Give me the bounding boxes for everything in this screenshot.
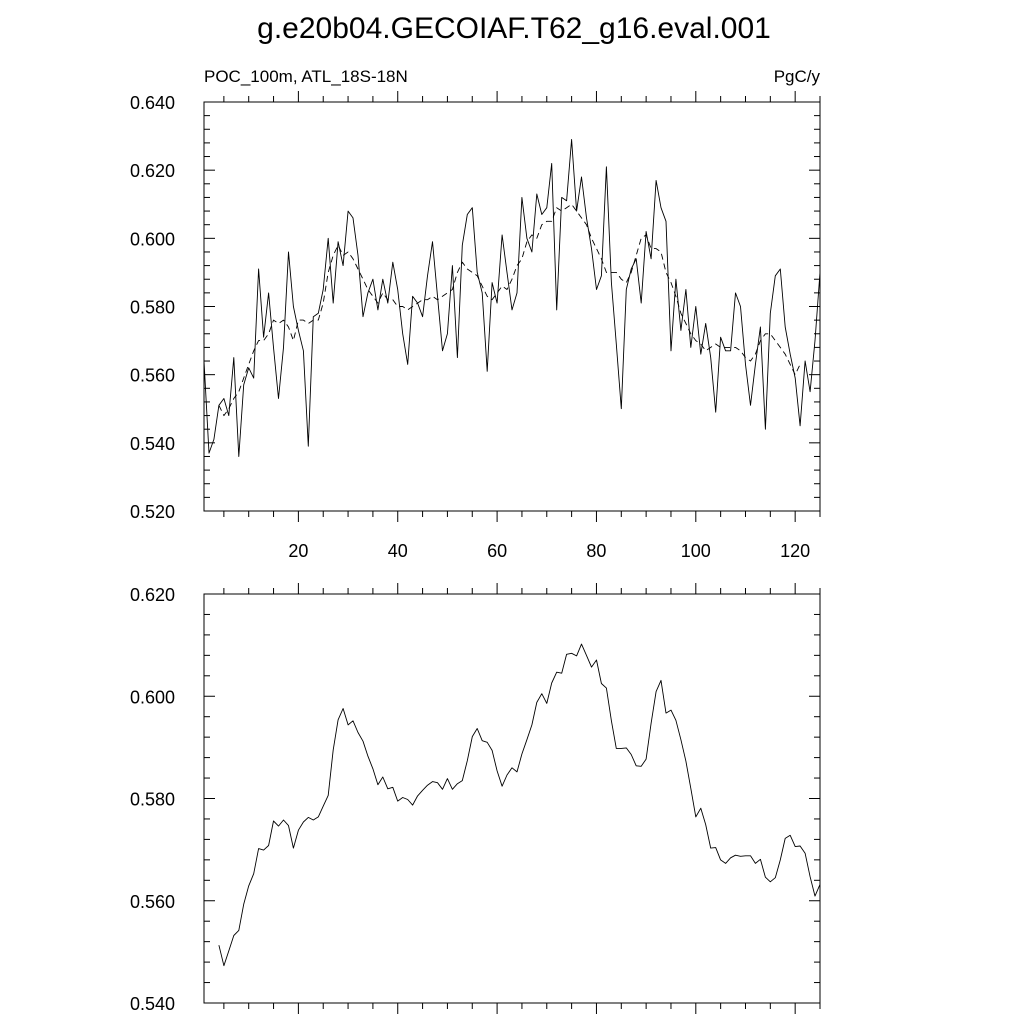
smoothed-series-line <box>218 203 801 417</box>
bottom-panel: 0.540 0.560 0.580 0.600 0.620 <box>130 583 821 1014</box>
y-tick-label: 0.520 <box>130 502 175 522</box>
y-tick-label: 0.560 <box>130 366 175 386</box>
top-panel-y-tick-labels: 0.520 0.540 0.560 0.580 0.600 0.620 0.640 <box>130 93 175 522</box>
bottom-panel-series <box>218 643 821 967</box>
chart-title: g.e20b04.GECOIAF.T62_g16.eval.001 <box>257 12 771 45</box>
top-panel-x-tick-labels: 20 40 60 80 100 120 <box>288 541 810 561</box>
y-tick-label: 0.620 <box>130 161 175 181</box>
y-tick-label: 0.580 <box>130 298 175 318</box>
y-tick-label: 0.540 <box>130 434 175 454</box>
x-tick-label: 80 <box>586 541 606 561</box>
series-line <box>203 139 821 457</box>
bottom-panel-ticks <box>204 583 821 1014</box>
y-tick-label: 0.540 <box>130 994 175 1014</box>
y-tick-label: 0.620 <box>130 585 175 605</box>
top-panel: 0.520 0.540 0.560 0.580 0.600 0.620 0.640 20 40… <box>130 91 821 561</box>
x-tick-label: 60 <box>487 541 507 561</box>
x-tick-label: 120 <box>780 541 810 561</box>
y-tick-label: 0.560 <box>130 892 175 912</box>
y-tick-label: 0.600 <box>130 229 175 249</box>
top-panel-series <box>203 139 821 457</box>
chart-subtitle-units: PgC/y <box>774 67 821 86</box>
y-tick-label: 0.640 <box>130 93 175 113</box>
y-tick-label: 0.580 <box>130 790 175 810</box>
x-tick-label: 100 <box>681 541 711 561</box>
bottom-panel-frame <box>203 593 821 1004</box>
x-tick-label: 20 <box>288 541 308 561</box>
bottom-panel-y-tick-labels: 0.540 0.560 0.580 0.600 0.620 <box>130 585 175 1014</box>
top-panel-ticks <box>204 91 821 522</box>
x-tick-label: 40 <box>388 541 408 561</box>
series-line <box>218 643 821 967</box>
y-tick-label: 0.600 <box>130 687 175 707</box>
chart-subtitle-variable: POC_100m, ATL_18S-18N <box>204 67 408 86</box>
